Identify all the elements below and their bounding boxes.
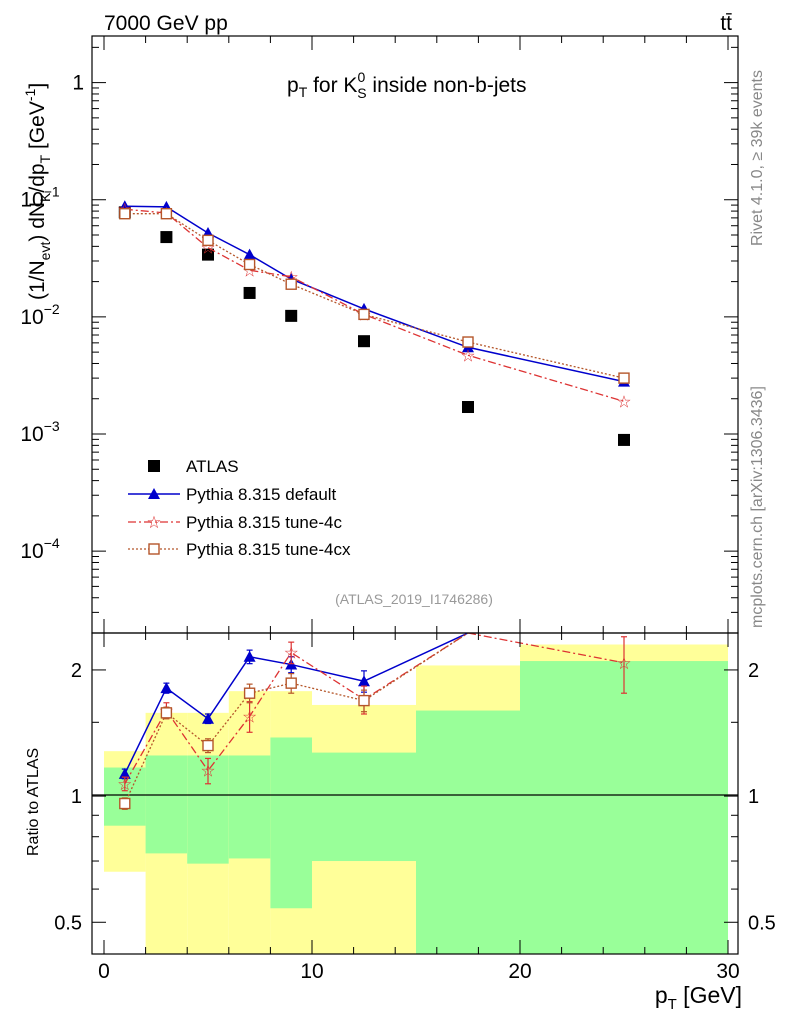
- legend: ATLAS Pythia 8.315 default ☆ Pythia 8.31…: [128, 457, 351, 559]
- legend-label-tune4cx: Pythia 8.315 tune-4cx: [186, 540, 351, 559]
- ratio-series-point: [119, 797, 131, 810]
- main-y-tick-label: 10−1: [20, 184, 60, 212]
- main-series: ☆☆☆☆☆☆☆☆: [117, 200, 632, 446]
- chart-title: pT for K0 S inside non-b-jets: [287, 69, 527, 101]
- ratio-y-tick-label-right: 2: [748, 660, 759, 682]
- main-y-axis-title: (1/Nevt) dNK/dpT [GeV-1]: [22, 83, 53, 300]
- main-y-ticks: 1 10−1 10−2 10−3 10−4: [20, 36, 738, 634]
- ratio-series-point: [202, 712, 214, 724]
- main-series-point: ☆: [460, 346, 475, 365]
- ratio-series-point: [243, 650, 256, 662]
- ratio-band-inner: [520, 661, 728, 954]
- ratio-band-inner: [416, 710, 520, 954]
- ratio-series-point: [202, 739, 214, 752]
- main-panel: 110−110−210−310−4 ☆☆☆☆☆☆☆☆: [20, 35, 739, 634]
- ratio-band-inner: [270, 737, 312, 909]
- ratio-series-point: ☆: [200, 762, 215, 781]
- ratio-series: ☆☆☆☆☆☆☆: [117, 632, 632, 810]
- legend-marker-tune4cx: [148, 543, 160, 555]
- energy-label: 7000 GeV pp: [104, 12, 228, 35]
- ratio-series-point: [118, 767, 131, 779]
- main-series-point: ☆: [616, 392, 631, 411]
- atlas-data-point: [202, 248, 214, 261]
- ratio-frame: [91, 632, 739, 955]
- ratio-series-point: ☆: [242, 707, 257, 726]
- main-y-tick-label: 10−2: [20, 301, 60, 329]
- legend-marker-atlas: [148, 460, 160, 472]
- main-series-point: [202, 234, 214, 247]
- legend-label-tune4c: Pythia 8.315 tune-4c: [186, 513, 342, 532]
- x-tick-label: 10: [300, 960, 323, 983]
- atlas-data-point: [618, 433, 630, 446]
- main-series-line: [124, 205, 625, 383]
- ratio-series-point: ☆: [117, 775, 132, 794]
- ratio-series-point: [243, 687, 256, 699]
- main-series-point: [243, 258, 256, 271]
- legend-marker-tune4c: ☆: [146, 513, 161, 532]
- ratio-series-point: [358, 675, 370, 687]
- main-series-point: [119, 208, 131, 220]
- ratio-y-tick-label: 1: [71, 786, 82, 808]
- ratio-series-point: [358, 694, 370, 707]
- ratio-bands: [104, 644, 728, 954]
- rivet-label: Rivet 4.1.0, ≥ 39k events: [749, 70, 766, 246]
- mcplots-label: mcplots.cern.ch [arXiv:1306.3436]: [749, 386, 766, 628]
- ratio-y-tick-label: 0.5: [54, 912, 82, 934]
- main-series-point: [462, 336, 474, 348]
- ratio-y-axis-title: Ratio to ATLAS: [25, 748, 42, 856]
- x-tick-label: 30: [716, 960, 739, 983]
- ratio-band-inner: [145, 755, 188, 854]
- main-y-tick-label: 10−3: [20, 418, 60, 446]
- process-label: tt̄: [720, 12, 732, 35]
- ratio-band-inner: [228, 755, 271, 859]
- main-y-tick-label: 10−4: [20, 535, 60, 563]
- main-series-point: [160, 208, 173, 220]
- x-axis-title: pT [GeV]: [655, 982, 742, 1013]
- analysis-id: (ATLAS_2019_I1746286): [335, 591, 493, 607]
- main-series-point: [618, 372, 630, 384]
- atlas-data-point: [285, 309, 298, 322]
- ratio-series-point: [160, 682, 173, 694]
- ratio-band-inner: [312, 752, 416, 862]
- main-series-point: [243, 248, 256, 260]
- ratio-y-tick-label: 2: [71, 660, 82, 682]
- main-series-line: [124, 213, 625, 379]
- ratio-y-tick-label-right: 1: [748, 786, 759, 808]
- x-tick-label: 20: [508, 960, 531, 983]
- main-y-tick-label: 1: [72, 72, 84, 95]
- ratio-y-ticks: 0.5 0.5 1 1 2 2: [54, 660, 776, 934]
- legend-marker-default: [148, 488, 160, 499]
- legend-label-atlas: ATLAS: [186, 457, 239, 476]
- main-series-point: [285, 278, 297, 290]
- x-ticks: 0 10 20 30: [98, 633, 740, 983]
- legend-label-default: Pythia 8.315 default: [186, 485, 337, 504]
- atlas-data-point: [358, 335, 370, 348]
- ratio-y-tick-label-right: 0.5: [748, 912, 776, 934]
- atlas-data-point: [462, 401, 474, 414]
- x-tick-label: 0: [98, 960, 110, 983]
- ratio-series-point: [160, 707, 173, 719]
- ratio-series-point: ☆: [616, 654, 631, 673]
- ratio-series-point: [285, 677, 297, 689]
- main-series-point: [358, 308, 370, 321]
- main-series-line: [124, 208, 625, 402]
- atlas-data-point: [160, 231, 173, 244]
- atlas-data-point: [243, 286, 256, 299]
- ratio-series-point: ☆: [284, 644, 299, 663]
